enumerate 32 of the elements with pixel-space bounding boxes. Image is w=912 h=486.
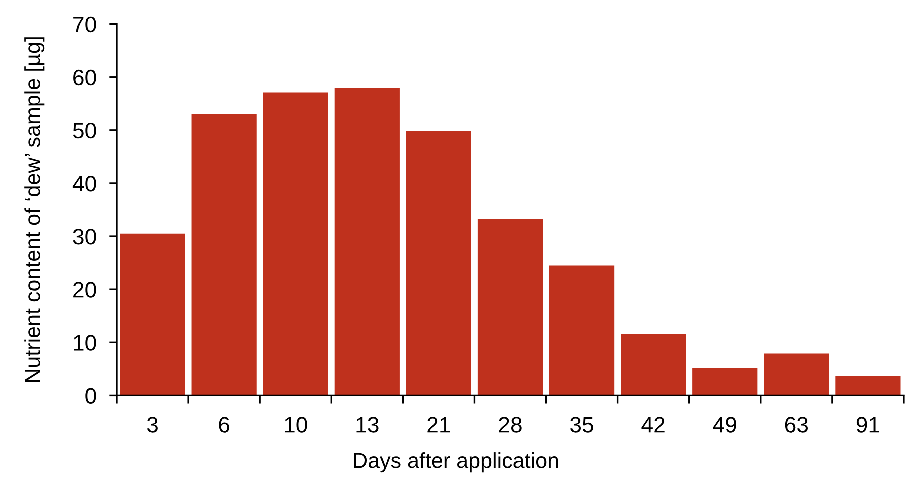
- bar: [692, 368, 758, 396]
- bar: [334, 88, 400, 396]
- bar: [263, 92, 328, 396]
- x-tick-label: 28: [499, 417, 522, 433]
- x-tick-label: 3: [147, 417, 158, 433]
- x-tick-label: 49: [713, 417, 736, 433]
- y-axis-title: Nutrient content of ‘dew’ sample [µg]: [24, 38, 45, 382]
- x-tick-label: 35: [570, 417, 594, 433]
- bar: [192, 114, 257, 396]
- x-tick-label: 91: [856, 417, 880, 433]
- x-tick-label: 10: [285, 417, 308, 433]
- bar: [764, 354, 830, 396]
- x-tick-label: 21: [428, 417, 450, 433]
- x-tick-label: 6: [219, 417, 230, 433]
- x-tick-label: 13: [356, 417, 379, 433]
- y-tick-label: 50: [73, 122, 96, 139]
- bar: [478, 219, 544, 396]
- y-tick-label: 30: [73, 229, 96, 245]
- y-tick-label: 70: [74, 16, 96, 33]
- bar: [836, 376, 901, 396]
- y-tick-label: 20: [74, 282, 96, 298]
- x-axis-title: Days after application: [354, 452, 558, 473]
- x-tick-label: 63: [785, 417, 808, 433]
- bar: [549, 266, 615, 396]
- y-tick-label: 10: [74, 335, 96, 351]
- bar: [621, 334, 686, 396]
- bar: [406, 130, 472, 396]
- y-tick-label: 60: [74, 70, 96, 86]
- y-tick-label: 40: [72, 176, 96, 192]
- bar: [120, 234, 186, 396]
- x-tick-label: 42: [642, 417, 665, 433]
- y-tick-label: 0: [86, 388, 96, 404]
